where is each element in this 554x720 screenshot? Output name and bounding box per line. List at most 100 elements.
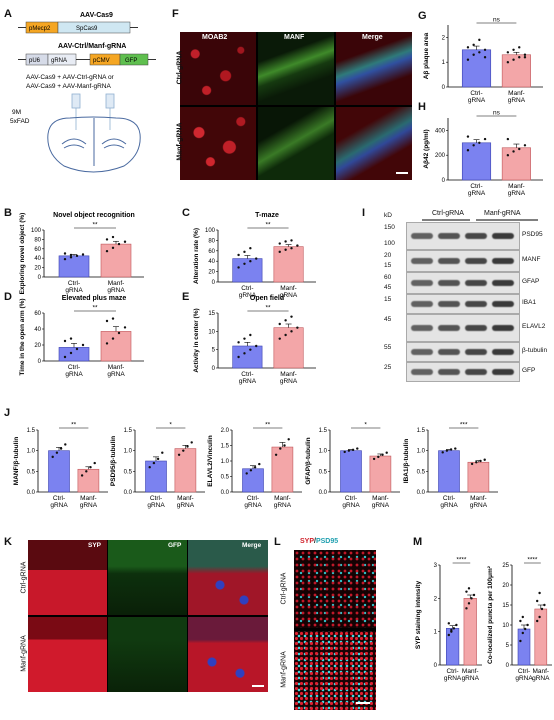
data-point (59, 447, 63, 450)
bar-1 (273, 246, 304, 283)
data-point (447, 622, 451, 625)
y-axis-label: Co-localized puncta per 100μm² (487, 565, 494, 664)
scale-bar (396, 172, 408, 174)
data-point (81, 343, 85, 347)
x-tick-label: Ctrl- (446, 668, 458, 675)
x-tick-label: gRNA (107, 371, 125, 378)
data-point (296, 244, 299, 247)
data-point (284, 333, 287, 337)
x-tick-label: gRNA (65, 287, 83, 294)
bar-0 (461, 49, 492, 88)
x-tick-label: gRNA (239, 292, 257, 299)
x-tick-label: Ctrl- (150, 495, 162, 502)
y-axis-label: ELAVL2/Vinculin (207, 435, 214, 486)
y-tick-label: 0.0 (417, 490, 426, 496)
blot-band (411, 280, 433, 286)
data-point (356, 447, 359, 450)
f-manf-manf (258, 107, 334, 180)
data-point (521, 615, 524, 619)
x-tick-label: Ctrl- (68, 280, 80, 287)
data-point (470, 462, 474, 466)
data-point (148, 466, 151, 469)
data-point (478, 141, 481, 144)
data-point (123, 326, 127, 329)
y-tick-label: 2.0 (221, 428, 230, 434)
data-point (80, 474, 84, 477)
blot-band (492, 301, 514, 307)
y-axis-label: Activity in center (%) (193, 308, 200, 372)
x-tick-label: gRNA (280, 378, 298, 385)
data-point (445, 449, 449, 452)
blot-strip-GFAP (406, 272, 520, 294)
x-tick-label: Manf- (80, 495, 97, 502)
x-tick-label: Ctrl- (241, 285, 253, 292)
data-point (538, 591, 541, 595)
panel-label-i: I (362, 207, 366, 219)
blot-band (411, 349, 433, 355)
data-point (465, 590, 468, 593)
x-tick-label: Manf- (280, 371, 297, 378)
y-axis-label: MANF/β-tubulin (13, 437, 20, 485)
blot-band (465, 258, 487, 264)
x-tick-label: Manf- (508, 183, 525, 190)
y-tick-label: 10 (502, 623, 509, 629)
data-point (543, 603, 546, 607)
data-point (518, 147, 521, 151)
data-point (243, 352, 246, 355)
data-point (249, 469, 253, 472)
data-point (506, 51, 510, 54)
blot-band (492, 233, 514, 239)
kd-marker: 25 (384, 364, 392, 371)
data-point (536, 599, 539, 603)
x-tick-label: gRNA (462, 675, 480, 682)
data-point (290, 239, 293, 242)
vector1-part-0: pMecp2 (29, 26, 51, 32)
data-point (81, 253, 85, 256)
y-tick-label: 40 (208, 259, 215, 265)
data-point (523, 144, 527, 147)
x-tick-label: gRNA (440, 502, 458, 509)
data-point (512, 58, 515, 61)
kd-marker: 55 (384, 344, 392, 351)
data-point (105, 319, 109, 323)
vector2-part-2: pCMV (93, 58, 110, 64)
kd-marker: 150 (384, 224, 395, 231)
kd-marker: 60 (384, 274, 392, 281)
x-tick-label: gRNA (244, 502, 262, 509)
y-tick-label: 1.5 (319, 428, 328, 434)
sig-label: ** (92, 222, 98, 229)
data-point (89, 466, 92, 469)
data-point (466, 46, 470, 49)
data-point (524, 627, 527, 631)
data-point (536, 619, 539, 623)
x-tick-label: gRNA (147, 502, 165, 509)
y-tick-label: 1.0 (417, 449, 426, 455)
kd-marker: 45 (384, 284, 392, 291)
data-point (472, 53, 475, 56)
x-tick-label: Ctrl- (470, 90, 482, 97)
sig-label: ** (265, 222, 271, 229)
f-ctrl-moab2 (180, 32, 256, 105)
x-tick-label: Manf- (372, 495, 389, 502)
data-point (467, 602, 471, 605)
data-point (278, 250, 281, 254)
kd-marker: 15 (384, 262, 392, 269)
panel-label-j: J (4, 407, 11, 419)
x-tick-label: gRNA (508, 190, 526, 197)
data-point (450, 630, 453, 633)
data-point (472, 144, 475, 147)
chart-title: T-maze (255, 212, 279, 219)
blot-label-ELAVL2: ELAVL2 (522, 323, 546, 330)
blot-band (465, 369, 487, 375)
data-point (296, 326, 299, 329)
bar-0 (461, 142, 492, 181)
y-tick-label: 0 (38, 275, 42, 281)
blot-strip-β-tubulin (406, 342, 520, 362)
bar-0 (438, 450, 460, 493)
panel-l-grid (294, 550, 376, 710)
y-tick-label: 1.5 (221, 444, 230, 450)
data-point (449, 448, 453, 451)
data-point (450, 628, 453, 632)
y-tick-label: 20 (208, 270, 215, 276)
y-tick-label: 0.5 (124, 469, 133, 475)
